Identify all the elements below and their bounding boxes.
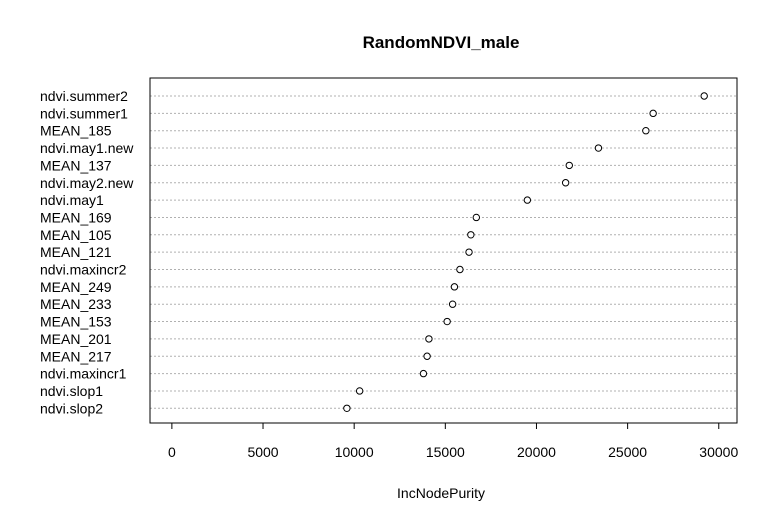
category-label: ndvi.summer1 xyxy=(40,105,128,121)
category-label: MEAN_153 xyxy=(40,314,112,330)
category-label: MEAN_249 xyxy=(40,279,112,295)
data-point xyxy=(649,109,657,118)
category-label: MEAN_185 xyxy=(40,123,112,139)
x-tick-label: 30000 xyxy=(699,444,738,460)
category-labels: ndvi.summer2ndvi.summer1MEAN_185ndvi.may… xyxy=(40,88,134,416)
data-point xyxy=(343,404,351,412)
x-tick-label: 5000 xyxy=(247,444,278,460)
category-label: ndvi.may1.new xyxy=(40,140,134,156)
category-label: ndvi.maxincr1 xyxy=(40,366,127,382)
data-point xyxy=(561,179,570,187)
category-label: ndvi.slop2 xyxy=(40,400,103,416)
category-label: ndvi.maxincr2 xyxy=(40,262,127,278)
chart-title: RandomNDVI_male xyxy=(363,33,520,52)
category-label: ndvi.slop1 xyxy=(40,383,103,399)
data-point xyxy=(419,369,428,378)
x-tick-label: 10000 xyxy=(335,444,374,460)
x-tick-label: 15000 xyxy=(426,444,465,460)
data-point xyxy=(523,196,532,204)
data-point xyxy=(425,335,433,343)
x-tick-label: 20000 xyxy=(517,444,556,460)
data-point xyxy=(642,127,650,135)
data-point xyxy=(450,283,459,291)
category-label: MEAN_121 xyxy=(40,244,112,260)
data-point xyxy=(456,265,464,274)
data-point xyxy=(565,161,573,170)
data-point xyxy=(448,300,457,308)
data-point xyxy=(443,317,451,326)
gridlines xyxy=(150,95,737,409)
x-axis: 0 5000 10000 15000 20000 25000 30000 xyxy=(168,423,738,460)
data-point xyxy=(465,248,473,256)
category-label: ndvi.may1 xyxy=(40,192,104,208)
data-point xyxy=(472,213,481,222)
data-point xyxy=(594,144,603,152)
category-label: MEAN_105 xyxy=(40,227,112,243)
data-points xyxy=(343,92,708,412)
plot-frame xyxy=(149,77,738,424)
data-point xyxy=(355,387,364,395)
category-label: ndvi.summer2 xyxy=(40,88,128,104)
data-point xyxy=(423,352,431,360)
category-label: MEAN_137 xyxy=(40,157,112,173)
category-label: MEAN_201 xyxy=(40,331,112,347)
category-label: MEAN_217 xyxy=(40,348,112,364)
category-label: MEAN_233 xyxy=(40,296,112,312)
x-tick-label: 25000 xyxy=(608,444,647,460)
data-point xyxy=(700,92,708,100)
category-label: ndvi.may2.new xyxy=(40,175,134,191)
x-axis-label: IncNodePurity xyxy=(397,485,485,501)
category-label: MEAN_169 xyxy=(40,209,112,225)
x-tick-label: 0 xyxy=(168,444,176,460)
data-point xyxy=(467,231,475,239)
